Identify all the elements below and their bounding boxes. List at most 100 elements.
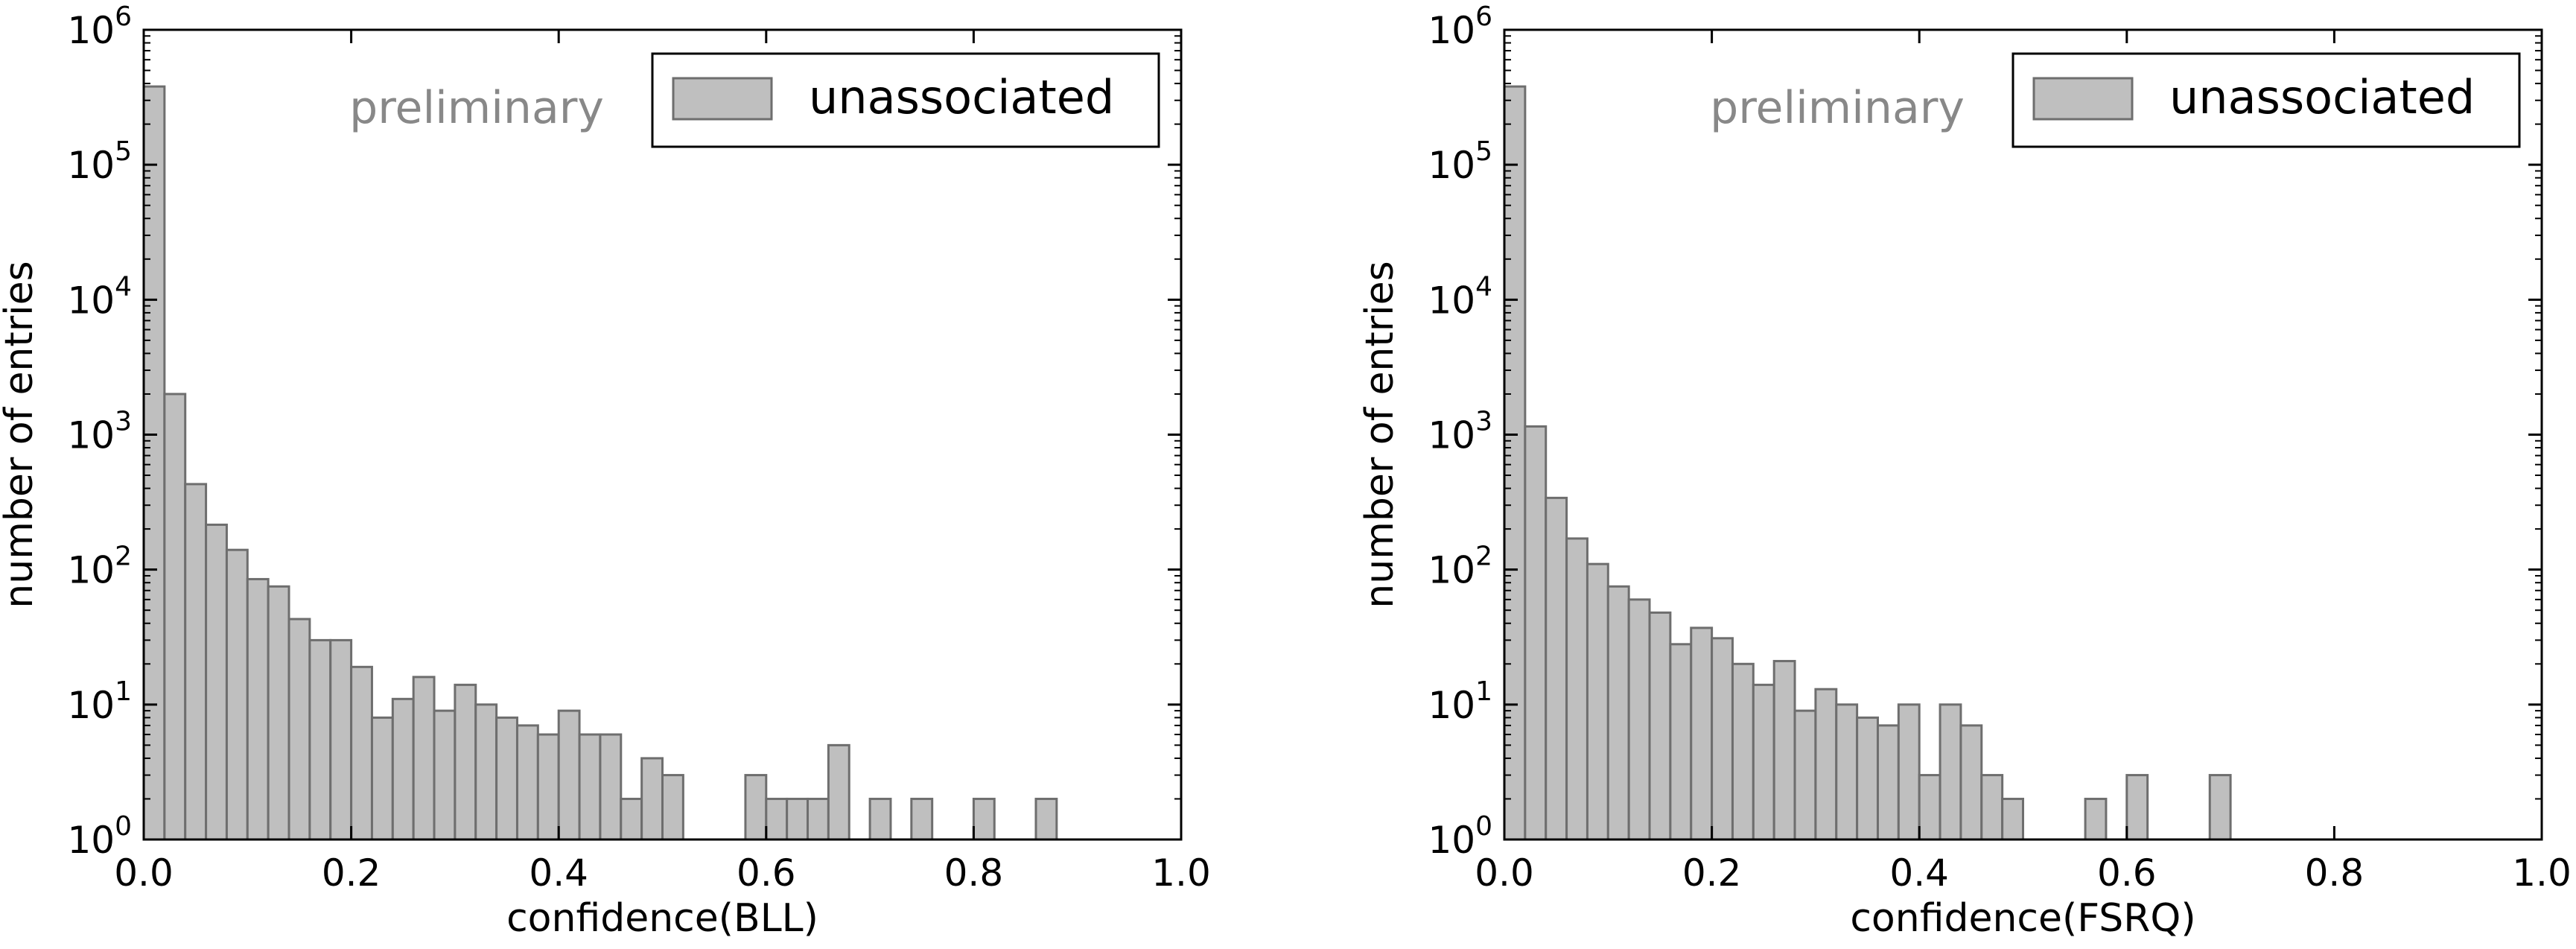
y-tick-base: 10	[1428, 279, 1475, 322]
bar	[599, 733, 623, 841]
bar	[1793, 709, 1817, 841]
y-tick-label: 100	[67, 811, 132, 862]
bar	[163, 393, 187, 841]
bar	[1897, 703, 1921, 841]
y-tick-base: 10	[1428, 819, 1475, 862]
bar	[225, 548, 249, 841]
bar	[267, 585, 290, 841]
y-tick-label: 103	[1428, 407, 1492, 457]
y-tick-exponent: 5	[115, 136, 132, 167]
x-tick-label: 0.0	[1475, 851, 1534, 895]
y-tick-label: 105	[67, 136, 132, 187]
y-tick-label: 106	[67, 1, 132, 52]
y-tick-exponent: 3	[1475, 407, 1492, 437]
bar	[474, 703, 498, 841]
bar	[1586, 562, 1609, 841]
x-tick-label: 0.4	[529, 851, 588, 895]
bar	[972, 797, 996, 841]
y-tick-exponent: 4	[115, 271, 132, 302]
x-tick-label: 0.8	[944, 851, 1004, 895]
bar	[2001, 797, 2024, 841]
y-tick-label: 100	[1428, 811, 1492, 862]
y-tick-label: 102	[67, 542, 132, 592]
y-axis-label: number of entries	[1358, 261, 1402, 608]
y-tick-base: 10	[1428, 9, 1475, 52]
y-tick-exponent: 5	[1475, 136, 1492, 167]
y-tick-label: 101	[67, 676, 132, 727]
bar	[246, 577, 270, 841]
bar	[1939, 703, 1962, 841]
bar	[765, 797, 789, 841]
bar	[1669, 643, 1693, 841]
x-tick-label: 0.4	[1889, 851, 1949, 895]
bar	[2208, 774, 2232, 841]
bars	[1503, 85, 2232, 841]
y-tick-label: 105	[1428, 136, 1492, 187]
y-tick-exponent: 0	[115, 811, 132, 842]
bar	[744, 774, 768, 841]
y-tick-exponent: 6	[115, 1, 132, 32]
y-tick-base: 10	[67, 9, 115, 52]
legend-label: unassociated	[809, 70, 1114, 124]
y-tick-base: 10	[67, 684, 115, 727]
legend-swatch	[2032, 77, 2134, 121]
x-tick-label: 0.2	[322, 851, 381, 895]
bar	[1980, 774, 2004, 841]
bar	[1814, 688, 1838, 841]
bar	[1856, 716, 1879, 841]
y-tick-base: 10	[67, 414, 115, 457]
bar	[1503, 85, 1527, 841]
bar	[1959, 724, 1983, 841]
bar	[370, 716, 394, 841]
preliminary-annotation: preliminary	[349, 82, 604, 134]
y-tick-base: 10	[1428, 144, 1475, 187]
y-tick-exponent: 0	[1475, 811, 1492, 842]
bar	[868, 797, 892, 841]
x-tick-label: 0.6	[2097, 851, 2157, 895]
bar	[2084, 797, 2108, 841]
y-tick-base: 10	[1428, 414, 1475, 457]
bar	[350, 665, 373, 841]
bar	[620, 797, 643, 841]
x-tick-label: 0.6	[737, 851, 796, 895]
bar	[1524, 425, 1548, 841]
bar	[1606, 585, 1630, 841]
bar	[205, 523, 228, 841]
x-tick-label: 0.0	[114, 851, 174, 895]
bar	[827, 743, 850, 841]
legend: unassociated	[2011, 52, 2521, 148]
bar	[557, 709, 581, 841]
bar	[1835, 703, 1859, 841]
y-tick-exponent: 6	[1475, 1, 1492, 32]
x-axis: 0.0 0.2 0.4 0.6 0.8 1.0	[114, 30, 1211, 895]
x-axis-label: confidence(BLL)	[506, 896, 818, 941]
y-tick-base: 10	[67, 549, 115, 592]
bar	[454, 683, 477, 841]
bar	[1565, 537, 1588, 841]
y-tick-label: 102	[1428, 542, 1492, 592]
legend: unassociated	[651, 52, 1160, 148]
y-tick-label: 104	[1428, 271, 1492, 322]
y-tick-exponent: 4	[1475, 271, 1492, 302]
bar	[578, 733, 602, 841]
preliminary-annotation: preliminary	[1710, 82, 1965, 134]
y-tick-exponent: 1	[1475, 676, 1492, 707]
bar	[1034, 797, 1058, 841]
bar	[329, 638, 353, 841]
bar	[1876, 724, 1900, 841]
x-tick-label: 1.0	[2512, 851, 2572, 895]
bar	[495, 716, 518, 841]
bar	[910, 797, 934, 841]
y-tick-base: 10	[67, 144, 115, 187]
bar	[287, 618, 311, 841]
bar	[1648, 611, 1672, 841]
bar	[184, 483, 208, 841]
y-tick-label: 104	[67, 271, 132, 322]
y-tick-label: 103	[67, 407, 132, 457]
bar	[1545, 496, 1568, 841]
